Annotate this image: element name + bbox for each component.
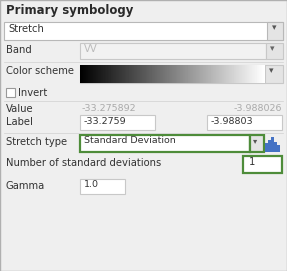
Text: -3.988026: -3.988026: [234, 104, 282, 113]
Text: 1.0: 1.0: [84, 180, 99, 189]
FancyBboxPatch shape: [267, 22, 283, 40]
FancyBboxPatch shape: [4, 22, 283, 40]
Text: VV: VV: [84, 44, 98, 54]
Bar: [268, 140, 271, 152]
Text: Band: Band: [6, 45, 32, 55]
Text: ▾: ▾: [269, 66, 274, 75]
Bar: [274, 142, 276, 152]
FancyBboxPatch shape: [6, 88, 15, 97]
Text: Color scheme: Color scheme: [6, 66, 74, 76]
FancyBboxPatch shape: [250, 135, 264, 152]
Text: -3.98803: -3.98803: [211, 117, 254, 125]
Text: ▾: ▾: [272, 23, 276, 32]
Text: Number of standard deviations: Number of standard deviations: [6, 158, 161, 168]
Text: Value: Value: [6, 104, 34, 114]
Text: Standard Deviation: Standard Deviation: [84, 136, 176, 145]
FancyBboxPatch shape: [266, 43, 283, 59]
Text: Label: Label: [6, 117, 33, 127]
Bar: [265, 143, 267, 152]
Text: ▾: ▾: [253, 136, 257, 145]
Text: Stretch: Stretch: [8, 24, 44, 34]
FancyBboxPatch shape: [265, 65, 283, 83]
FancyBboxPatch shape: [243, 156, 282, 173]
FancyBboxPatch shape: [80, 179, 125, 194]
Text: Invert: Invert: [18, 88, 47, 98]
FancyBboxPatch shape: [80, 135, 250, 152]
Text: Primary symbology: Primary symbology: [6, 4, 133, 17]
Text: ▾: ▾: [270, 44, 274, 53]
FancyBboxPatch shape: [80, 115, 155, 130]
Bar: [277, 145, 280, 152]
FancyBboxPatch shape: [80, 43, 266, 59]
Bar: [271, 137, 274, 152]
Text: Gamma: Gamma: [6, 181, 45, 191]
Text: -33.275892: -33.275892: [82, 104, 137, 113]
FancyBboxPatch shape: [207, 115, 282, 130]
Text: 1: 1: [249, 157, 255, 167]
Text: Stretch type: Stretch type: [6, 137, 67, 147]
Text: -33.2759: -33.2759: [84, 117, 127, 125]
